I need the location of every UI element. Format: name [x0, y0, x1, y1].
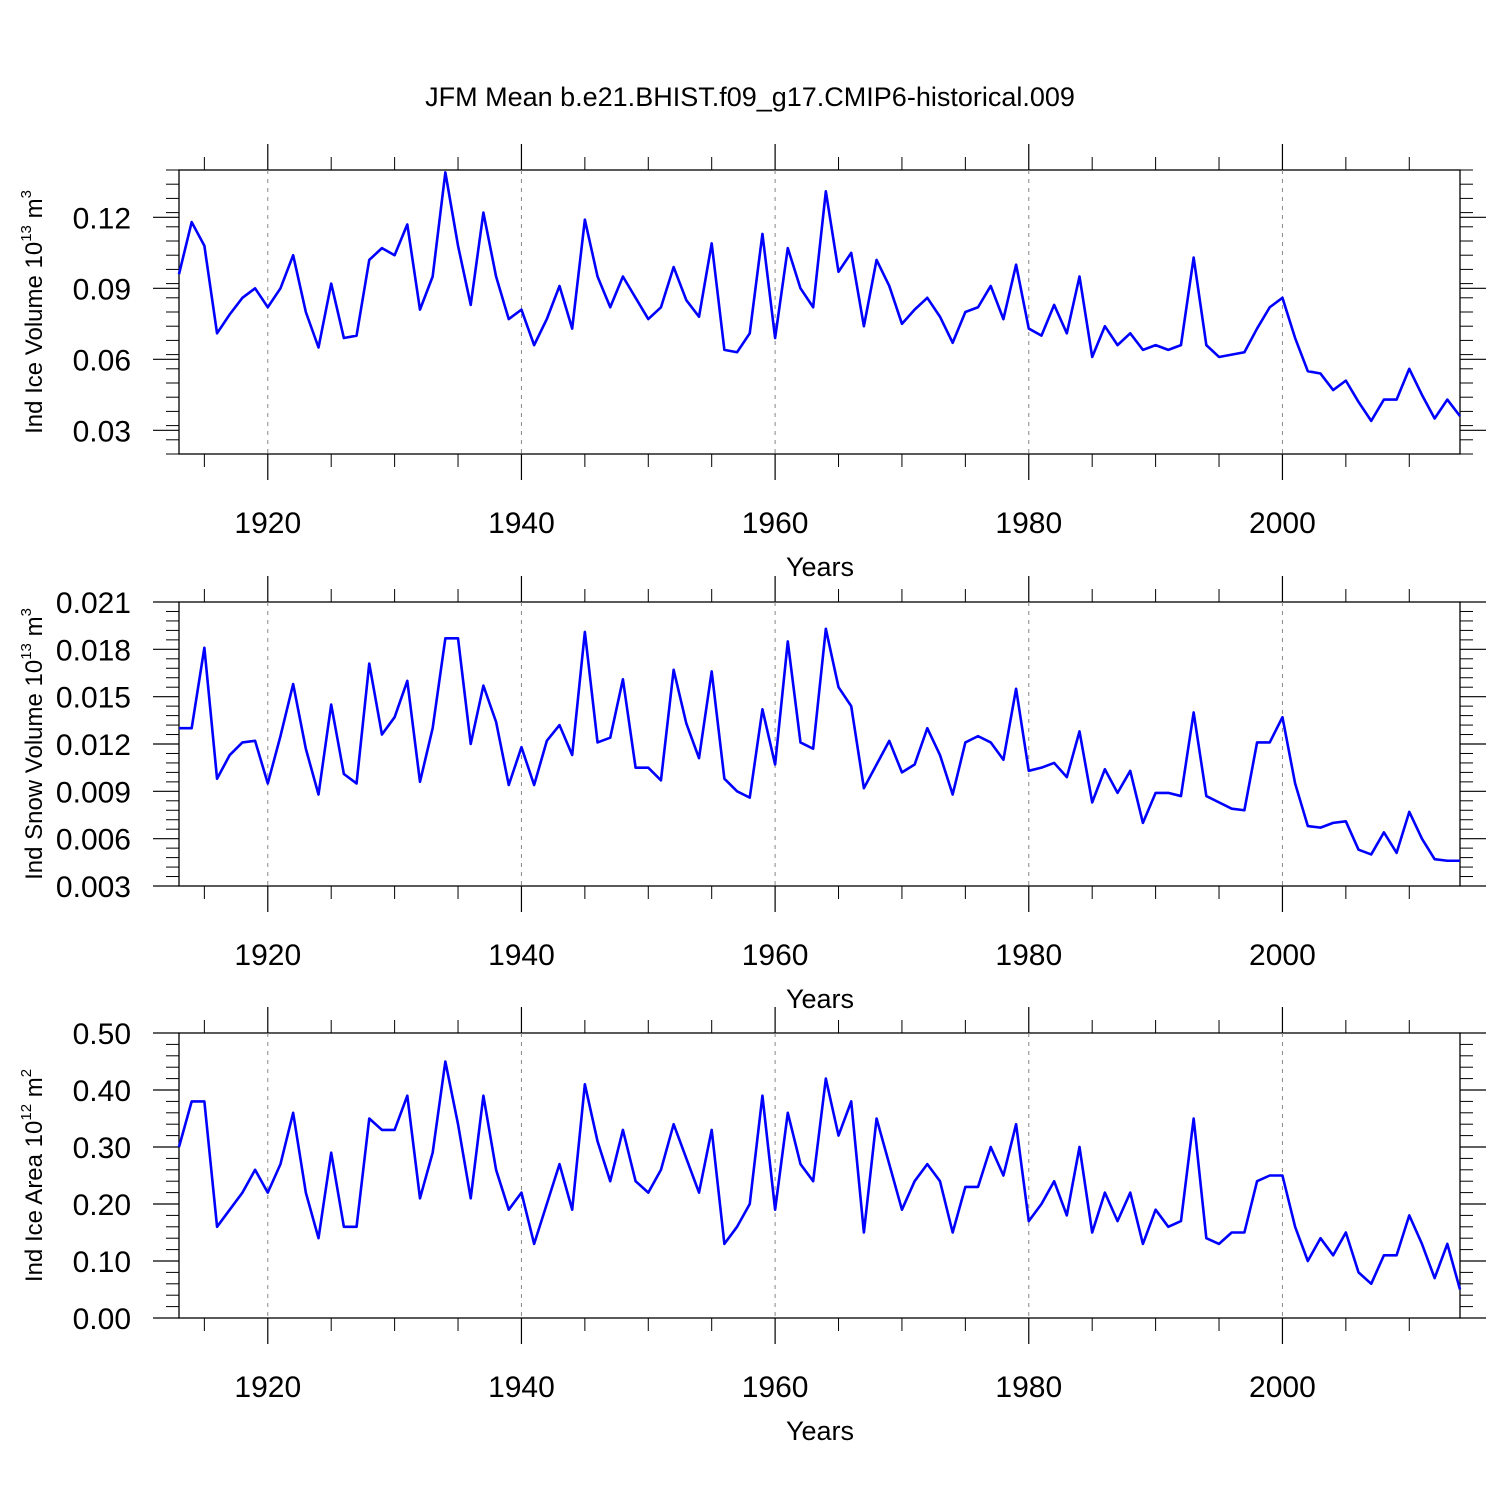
- y-tick-label: 0.003: [56, 871, 131, 904]
- x-tick-label: 1920: [234, 1371, 301, 1404]
- x-tick-label: 1960: [742, 939, 809, 972]
- x-tick-label: 1920: [234, 507, 301, 540]
- y-tick-label: 0.009: [56, 776, 131, 809]
- y-tick-label: 0.30: [73, 1132, 131, 1165]
- y-tick-label: 0.12: [73, 202, 131, 235]
- x-tick-label: 1940: [488, 939, 555, 972]
- figure-title: JFM Mean b.e21.BHIST.f09_g17.CMIP6-histo…: [425, 82, 1075, 112]
- y-tick-label: 0.012: [56, 729, 131, 762]
- x-tick-label: 1960: [742, 507, 809, 540]
- x-tick-label: 2000: [1249, 1371, 1316, 1404]
- y-tick-label: 0.03: [73, 415, 131, 448]
- y-tick-label: 0.10: [73, 1246, 131, 1279]
- chart-panel-2: 1920 1940 1960 1980 2000 0.003 0.006 0.009 0.012…: [18, 576, 1486, 1014]
- x-tick-label: 1980: [995, 507, 1062, 540]
- plot-frame: [178, 1032, 1461, 1319]
- y-axis-label: Ind Snow Volume 1013 m3: [18, 608, 48, 880]
- y-tick-label: 0.09: [73, 273, 131, 306]
- x-tick-label: 1920: [234, 939, 301, 972]
- x-tick-label: 2000: [1249, 939, 1316, 972]
- x-tick-label: 1940: [488, 507, 555, 540]
- x-tick-label: 2000: [1249, 507, 1316, 540]
- series-line: [177, 1060, 1462, 1290]
- x-axis-label: Years: [786, 984, 854, 1014]
- x-axis-label: Years: [786, 552, 854, 582]
- chart-panel-1: 1920 1940 1960 1980 2000 0.03 0.06 0.09 0.12 Year…: [18, 144, 1486, 582]
- series-line: [179, 627, 1460, 863]
- x-axis-label: Years: [786, 1416, 854, 1446]
- x-tick-label: 1940: [488, 1371, 555, 1404]
- y-tick-label: 0.006: [56, 824, 131, 857]
- y-axis-label: Ind Ice Volume 1013 m3: [18, 190, 48, 434]
- y-tick-label: 0.021: [56, 587, 131, 620]
- y-tick-label: 0.018: [56, 634, 131, 667]
- chart-panel-3: 1920 1940 1960 1980 2000 0.00 0.10 0.20 0.30 0.40…: [18, 1007, 1486, 1446]
- x-tick-label: 1960: [742, 1371, 809, 1404]
- x-tick-label: 1980: [995, 1371, 1062, 1404]
- y-tick-label: 0.00: [73, 1303, 131, 1336]
- y-tick-label: 0.015: [56, 682, 131, 715]
- y-axis-label: Ind Ice Area 1012 m2: [18, 1069, 48, 1282]
- y-tick-label: 0.06: [73, 344, 131, 377]
- plot-frame: [178, 601, 1461, 887]
- series-line: [177, 171, 1462, 423]
- y-tick-label: 0.40: [73, 1075, 131, 1108]
- y-tick-label: 0.20: [73, 1189, 131, 1222]
- y-tick-label: 0.50: [73, 1018, 131, 1051]
- x-tick-label: 1980: [995, 939, 1062, 972]
